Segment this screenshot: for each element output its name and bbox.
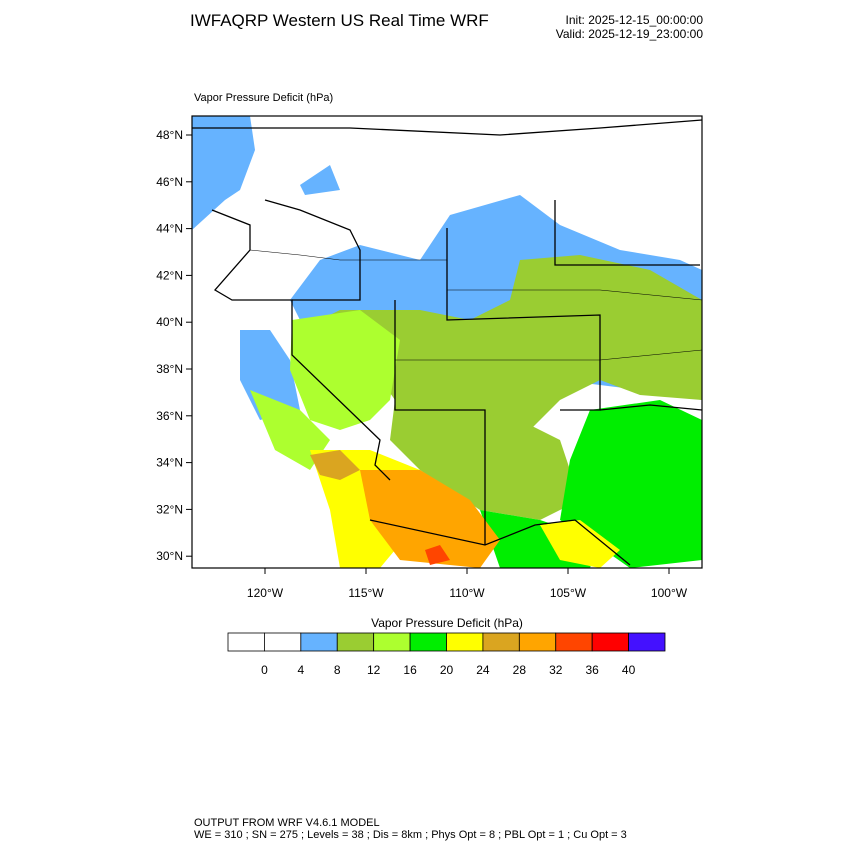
- colorbar-label: 20: [440, 663, 454, 677]
- colorbar-label: 16: [403, 663, 417, 677]
- colorbar-box: [518, 632, 557, 652]
- colorbar-title: Vapor Pressure Deficit (hPa): [371, 616, 523, 630]
- map-frame: [191, 115, 703, 569]
- title: IWFAQRP Western US Real Time WRF: [190, 11, 489, 30]
- colorbar-box: [227, 632, 265, 652]
- lat-tick-label: 40°N: [156, 315, 183, 329]
- lon-tick-label: 110°W: [449, 586, 485, 600]
- colorbar-label: 36: [585, 663, 599, 677]
- init-time: Init: 2025-12-15_00:00:00: [566, 13, 704, 27]
- colorbar-box: [482, 632, 520, 652]
- lat-tick-label: 42°N: [156, 268, 183, 282]
- lat-tick-label: 30°N: [156, 549, 183, 563]
- colorbar-box: [264, 632, 302, 652]
- colorbar-box: [446, 632, 484, 652]
- lon-tick-label: 105°W: [550, 586, 587, 600]
- lon-tick-label: 115°W: [348, 586, 384, 600]
- lon-tick-label: 120°W: [247, 586, 284, 600]
- colorbar-label: 12: [367, 663, 381, 677]
- lat-tick-label: 48°N: [156, 128, 183, 142]
- lat-tick-label: 44°N: [156, 222, 183, 236]
- colorbar-box: [409, 632, 447, 652]
- colorbar-label: 0: [261, 663, 268, 677]
- colorbar-label: 4: [297, 663, 304, 677]
- map-field: [192, 116, 702, 568]
- lat-tick-label: 46°N: [156, 175, 183, 189]
- lon-tick-label: 100°W: [651, 586, 688, 600]
- valid-time: Valid: 2025-12-19_23:00:00: [556, 27, 704, 41]
- colorbar-box: [300, 632, 338, 652]
- lat-tick-label: 38°N: [156, 362, 183, 376]
- colorbar-label: 32: [549, 663, 563, 677]
- map-subtitle: Vapor Pressure Deficit (hPa): [194, 92, 333, 104]
- footer-line: WE = 310 ; SN = 275 ; Levels = 38 ; Dis …: [194, 829, 627, 841]
- colorbar-box: [373, 632, 411, 652]
- footer-line: OUTPUT FROM WRF V4.6.1 MODEL: [194, 817, 380, 829]
- colorbar-label: 40: [622, 663, 636, 677]
- colorbar-label: 24: [476, 663, 490, 677]
- lat-tick-label: 36°N: [156, 409, 183, 423]
- colorbar-box: [591, 632, 629, 652]
- lat-tick-label: 32°N: [156, 502, 183, 516]
- colorbar-label: 8: [334, 663, 341, 677]
- lat-tick-label: 34°N: [156, 456, 183, 470]
- colorbar-box: [555, 632, 593, 652]
- colorbar-box: [628, 632, 666, 652]
- colorbar-label: 28: [513, 663, 527, 677]
- colorbar-box: [336, 632, 375, 652]
